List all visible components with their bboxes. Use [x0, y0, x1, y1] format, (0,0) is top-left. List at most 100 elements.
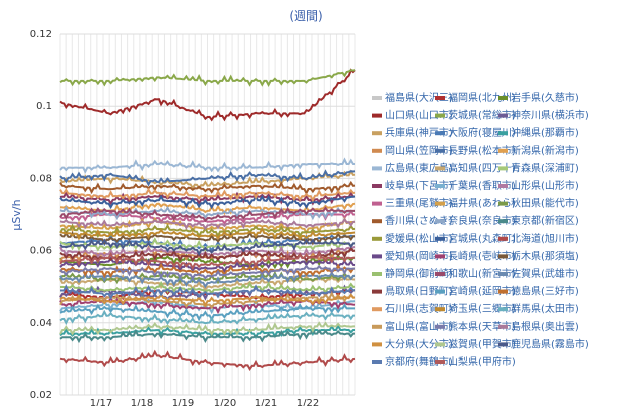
series-line: [59, 349, 356, 372]
legend-swatch: [372, 148, 382, 153]
series-line: [59, 226, 356, 241]
series-line: [59, 264, 355, 280]
legend-label: 山口県(山口市): [385, 109, 453, 122]
legend-swatch: [498, 166, 508, 171]
legend-label: 茨城県(常総市): [448, 109, 516, 122]
legend-label: 新潟県(新潟市): [511, 144, 579, 157]
series-line: [59, 180, 356, 196]
legend-label: 大分県(大分市): [385, 337, 453, 350]
series-line: [59, 309, 355, 326]
series-line: [59, 321, 355, 337]
legend-label: 鳥取県(日野町): [385, 285, 453, 298]
legend-swatch: [435, 254, 445, 259]
legend-swatch: [498, 342, 508, 347]
y-tick-label: 0.08: [30, 173, 52, 184]
y-tick-label: 0.04: [30, 318, 52, 329]
legend-swatch: [435, 342, 445, 347]
legend-swatch: [435, 307, 445, 312]
legend-swatch: [498, 113, 508, 118]
legend-swatch: [498, 272, 508, 276]
legend-label: 石川県(志賀町): [385, 302, 453, 315]
legend-label: 神奈川県(横浜市): [511, 109, 589, 122]
series-line: [59, 245, 356, 259]
y-axis-label: μSv/h: [10, 199, 23, 230]
legend-label: 群馬県(太田市): [511, 302, 579, 315]
legend-label: 北海道(旭川市): [511, 232, 579, 245]
legend-swatch: [435, 113, 445, 118]
legend-swatch: [372, 289, 382, 294]
series-line: [59, 270, 356, 285]
legend-label: 栃木県(那須塩): [511, 249, 579, 262]
legend-label: 岡山県(笠岡市): [385, 144, 453, 157]
y-tick-label: 0.02: [30, 390, 52, 401]
legend-label: 広島県(東広島): [385, 161, 453, 174]
legend-swatch: [435, 166, 445, 171]
legend-label: 三重県(尾鷲市): [385, 197, 453, 210]
legend-swatch: [498, 307, 508, 312]
legend-label: 愛媛県(松山市): [385, 232, 453, 245]
legend-swatch: [435, 201, 445, 206]
legend-label: 福井県(あわら): [448, 197, 516, 210]
y-ticks: 0.02 0.04 0.06 0.08 0.1 0.12: [30, 29, 52, 401]
legend-label: 奈良県(奈良市): [448, 214, 516, 227]
series-line: [59, 191, 356, 206]
legend-swatch: [372, 324, 382, 329]
legend-label: 福島県(大沢三): [385, 91, 453, 104]
legend-label: 熊本県(天草市): [448, 320, 516, 333]
series-line: [59, 256, 356, 274]
legend-background: [366, 90, 548, 372]
legend-label: 長野県(松本市): [448, 144, 516, 157]
legend-label: 岩手県(久慈市): [511, 91, 579, 104]
series-line: [59, 237, 356, 254]
legend-swatch: [435, 148, 445, 153]
legend-label: 富山県(富山市): [385, 320, 453, 333]
series-line: [59, 69, 356, 88]
legend-label: 鹿児島県(霧島市): [511, 337, 589, 350]
legend-swatch: [498, 219, 508, 224]
series-line: [59, 206, 355, 223]
legend-swatch: [372, 307, 382, 312]
legend-label: 佐賀県(武雄市): [511, 267, 579, 280]
series-line: [59, 251, 355, 271]
legend-swatch: [498, 131, 508, 136]
legend-label: 静岡県(御前崎): [385, 267, 453, 280]
legend-swatch: [435, 272, 445, 276]
x-tick-label: 1/21: [255, 398, 277, 406]
chart-title: (週間): [289, 9, 322, 23]
legend-swatch: [372, 96, 382, 100]
legend-swatch: [435, 360, 445, 364]
legend-swatch: [372, 254, 382, 259]
series-line: [59, 238, 355, 257]
legend-label: 秋田県(能代市): [511, 197, 579, 210]
legend-swatch: [435, 96, 445, 100]
legend: 福島県(大沢三)福岡県(北九州)岩手県(久慈市) 山口県(山口市)茨城県(常総市)…: [372, 91, 589, 368]
legend-label: 大阪府(寝屋川): [448, 126, 516, 139]
y-tick-label: 0.12: [30, 29, 52, 40]
legend-label: 埼玉県(三郷市): [448, 302, 516, 315]
legend-label: 沖縄県(那覇市): [511, 126, 579, 139]
legend-swatch: [372, 131, 382, 136]
series-lines: [59, 68, 356, 372]
legend-swatch: [498, 148, 508, 153]
series-line: [59, 303, 355, 322]
legend-label: 京都府(舞鶴市): [385, 355, 453, 368]
legend-label: 福岡県(北九州): [448, 91, 516, 104]
series-line: [59, 293, 356, 308]
series-line: [59, 323, 355, 340]
legend-swatch: [372, 201, 382, 206]
legend-swatch: [498, 236, 508, 241]
series-line: [60, 284, 356, 300]
x-tick-label: 1/17: [90, 398, 112, 406]
series-line: [59, 262, 356, 279]
legend-label: 滋賀県(甲賀市): [448, 337, 516, 350]
legend-swatch: [372, 272, 382, 276]
series-line: [59, 217, 356, 231]
legend-swatch: [372, 166, 382, 171]
x-tick-label: 1/18: [131, 398, 153, 406]
series-line: [59, 187, 356, 203]
legend-label: 山形県(山形市): [511, 179, 579, 192]
legend-label: 千葉県(香取市): [448, 179, 516, 192]
legend-label: 長崎県(壱岐市): [448, 249, 516, 262]
x-ticks: 1/17 1/18 1/19 1/20 1/21 1/22: [90, 398, 319, 406]
